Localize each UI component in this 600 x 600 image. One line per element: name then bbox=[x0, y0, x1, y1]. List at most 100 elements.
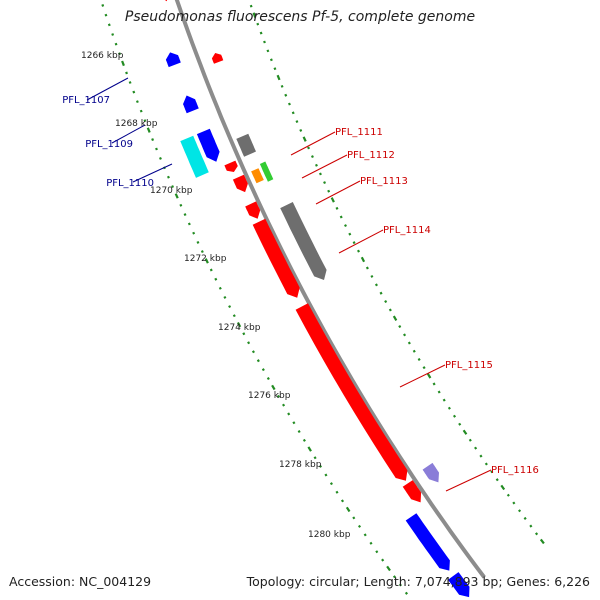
gene-label: PFL_1110 bbox=[106, 178, 154, 189]
gene-arrow bbox=[165, 52, 181, 68]
inner-ruler-tick bbox=[196, 240, 200, 244]
gene-label: PFL_1109 bbox=[85, 139, 133, 150]
outer-ruler-tick bbox=[295, 120, 299, 124]
leader-line bbox=[132, 163, 173, 183]
outer-ruler-tick bbox=[539, 538, 545, 545]
outer-ruler-tick bbox=[365, 266, 369, 270]
inner-ruler-tick bbox=[404, 591, 408, 595]
outer-ruler-tick bbox=[370, 274, 374, 278]
inner-ruler-tick bbox=[297, 430, 301, 434]
gene-block bbox=[251, 168, 264, 184]
inner-ruler-tick bbox=[118, 52, 121, 56]
outer-ruler-tick bbox=[479, 454, 483, 458]
inner-ruler-tick bbox=[307, 446, 312, 452]
ruler-label: 1276 kbp bbox=[248, 391, 291, 401]
inner-ruler-tick bbox=[223, 295, 227, 299]
inner-ruler-tick bbox=[292, 421, 296, 425]
inner-ruler-tick bbox=[357, 524, 362, 528]
outer-ruler-tick bbox=[323, 181, 327, 185]
inner-ruler-tick bbox=[271, 384, 276, 391]
genome-summary-text: Topology: circular; Length: 7,074,893 bp… bbox=[246, 574, 590, 589]
outer-ruler-tick bbox=[506, 493, 510, 497]
outer-ruler-tick bbox=[287, 102, 291, 106]
gene-label: PFL_1116 bbox=[491, 465, 539, 476]
inner-ruler-tick bbox=[236, 321, 242, 328]
gene-arrow bbox=[252, 218, 300, 298]
inner-ruler-tick bbox=[151, 138, 155, 141]
inner-ruler-tick bbox=[335, 490, 339, 494]
leader-line bbox=[399, 364, 446, 388]
ruler-label: 1280 kbp bbox=[308, 530, 351, 540]
inner-ruler-tick bbox=[128, 81, 132, 84]
outer-ruler-tick bbox=[302, 136, 307, 142]
inner-ruler-tick bbox=[125, 71, 128, 75]
gene-label: PFL_1107 bbox=[62, 95, 110, 106]
outer-ruler-tick bbox=[249, 4, 253, 8]
outer-ruler-tick bbox=[495, 478, 499, 482]
inner-ruler-tick bbox=[174, 193, 179, 199]
outer-ruler-tick bbox=[314, 163, 318, 167]
gene-label: PFL_1112 bbox=[347, 150, 395, 161]
inner-ruler-tick bbox=[166, 175, 170, 179]
outer-ruler-tick bbox=[398, 325, 402, 329]
outer-ruler-tick bbox=[310, 155, 314, 159]
ruler-label: 1266 kbp bbox=[81, 51, 124, 61]
inner-ruler-tick bbox=[398, 583, 402, 587]
inner-ruler-tick bbox=[381, 558, 385, 562]
outer-ruler-tick bbox=[392, 315, 398, 321]
inner-ruler-tick bbox=[318, 464, 323, 468]
label-leader-lines bbox=[86, 77, 492, 492]
inner-ruler-tick bbox=[392, 575, 396, 579]
outer-ruler-tick bbox=[335, 206, 339, 210]
inner-ruler-tick bbox=[340, 499, 345, 503]
outer-ruler-tick bbox=[344, 224, 347, 228]
gene-arrow bbox=[422, 462, 439, 483]
ruler-label: 1268 kbp bbox=[115, 119, 158, 129]
inner-ruler-tick bbox=[179, 203, 183, 207]
outer-ruler-tick bbox=[474, 446, 478, 450]
inner-ruler-tick bbox=[386, 565, 391, 572]
gene-arrow bbox=[295, 303, 408, 481]
outer-ruler-tick bbox=[523, 516, 527, 520]
inner-ruler-tick bbox=[302, 438, 306, 442]
outer-ruler-tick bbox=[422, 366, 426, 370]
outer-ruler-tick bbox=[307, 146, 311, 150]
outer-ruler-tick bbox=[388, 308, 392, 312]
inner-ruler-tick bbox=[171, 185, 175, 189]
outer-ruler-tick bbox=[407, 341, 411, 345]
outer-ruler-tick bbox=[374, 283, 378, 287]
inner-ruler-tick bbox=[139, 109, 143, 113]
outer-ruler-tick bbox=[529, 524, 533, 528]
inner-ruler-tick bbox=[282, 403, 286, 407]
outer-ruler-tick bbox=[518, 509, 522, 513]
genome-backbone bbox=[174, 0, 486, 579]
outer-ruler-tick bbox=[352, 241, 356, 245]
gene-features bbox=[164, 0, 470, 598]
inner-ruler-tick bbox=[192, 231, 196, 235]
ruler-labels: 1266 kbp 1268 kbp 1270 kbp 1272 kbp 1274 kbp… bbox=[81, 51, 351, 540]
gene-block bbox=[180, 135, 209, 178]
outer-ruler-tick bbox=[299, 128, 303, 132]
ruler-label: 1274 kbp bbox=[218, 323, 261, 333]
outer-ruler-tick bbox=[468, 438, 472, 442]
gene-arrow bbox=[196, 128, 220, 162]
inner-ruler-tick bbox=[114, 42, 118, 46]
gene-arrow bbox=[211, 53, 224, 64]
gene-arrow bbox=[448, 572, 470, 598]
inner-ruler-tick bbox=[276, 394, 280, 398]
outer-ruler-tick bbox=[379, 291, 383, 295]
leader-line bbox=[315, 180, 361, 205]
outer-ruler-tick bbox=[403, 333, 407, 337]
outer-ruler-tick bbox=[330, 197, 335, 203]
inner-ruler-tick bbox=[369, 541, 373, 545]
outer-ruler-tick bbox=[426, 373, 432, 379]
inner-ruler-tick bbox=[158, 156, 162, 160]
inner-ruler-tick bbox=[352, 516, 356, 520]
inner-ruler-dots bbox=[101, 4, 408, 595]
gene-label: PFL_1111 bbox=[335, 127, 383, 138]
inner-ruler-tick bbox=[204, 258, 209, 264]
inner-ruler-tick bbox=[104, 13, 108, 17]
inner-ruler-tick bbox=[261, 368, 265, 372]
outer-ruler-tick bbox=[318, 172, 322, 176]
